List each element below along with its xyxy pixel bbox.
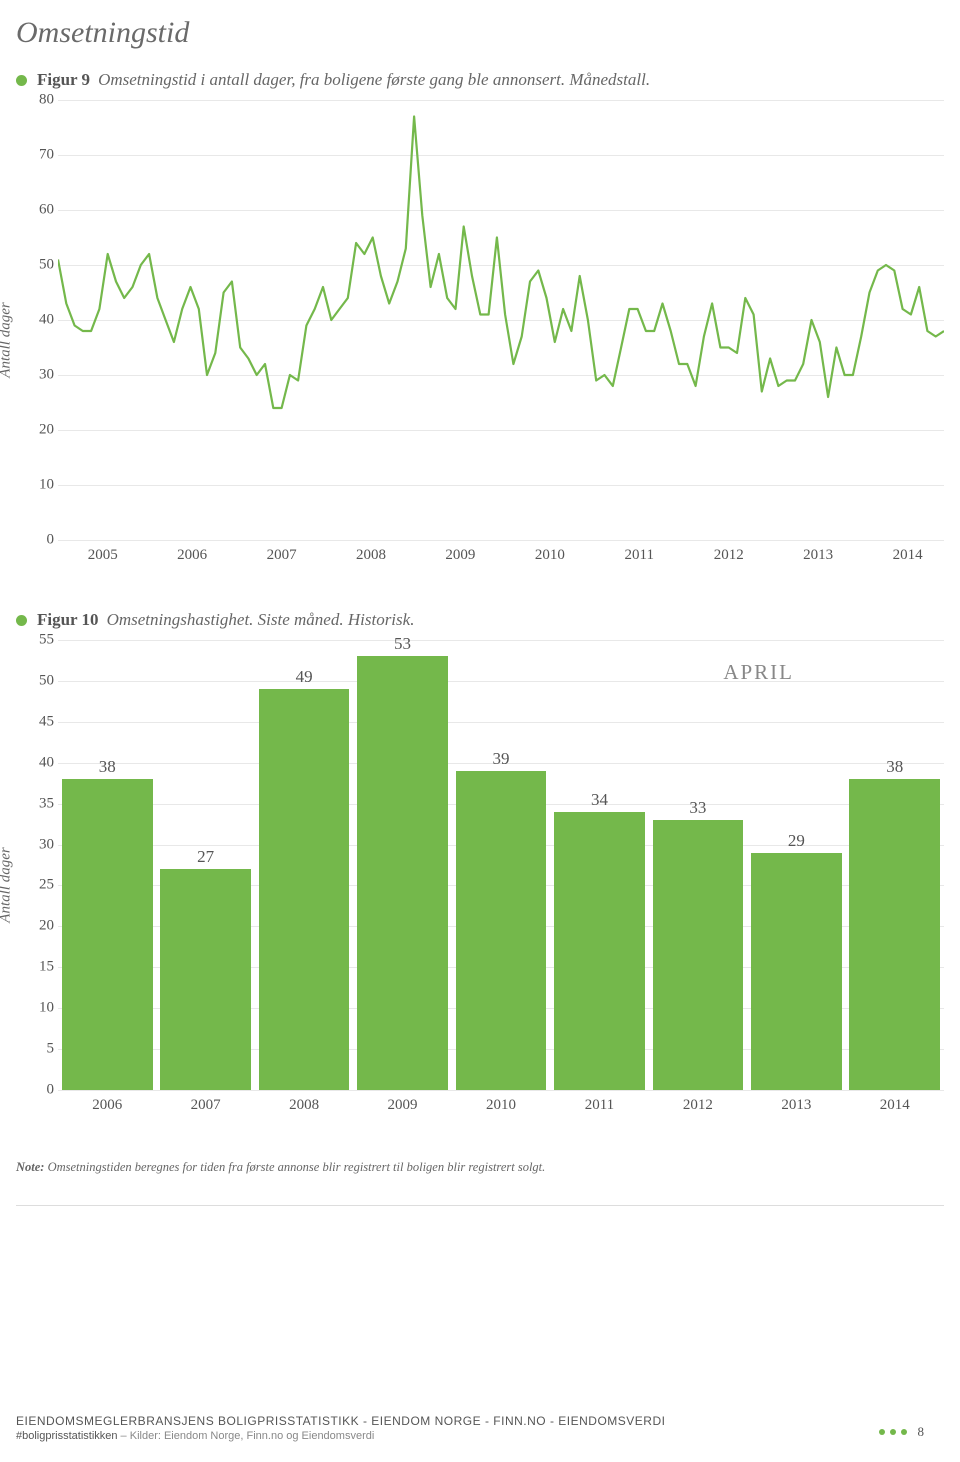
ytick: 10	[24, 1000, 54, 1017]
bar-value-label: 53	[357, 634, 448, 654]
xtick: 2007	[191, 1097, 221, 1114]
footer: EIENDOMSMEGLERBRANSJENS BOLIGPRISSTATIST…	[16, 1414, 944, 1442]
note: Note: Omsetningstiden beregnes for tiden…	[16, 1160, 944, 1175]
xtick: 2011	[585, 1097, 614, 1114]
ytick: 80	[24, 92, 54, 109]
bar: 38	[849, 779, 940, 1090]
ytick: 0	[24, 1082, 54, 1099]
ytick: 50	[24, 672, 54, 689]
xtick: 2006	[177, 547, 207, 564]
footer-line2: #boligprisstatistikken – Kilder: Eiendom…	[16, 1430, 944, 1442]
figure10-label: Figur 10	[37, 610, 99, 630]
ytick: 30	[24, 367, 54, 384]
bar: 29	[751, 853, 842, 1090]
xtick: 2009	[388, 1097, 418, 1114]
divider	[16, 1205, 944, 1206]
xtick: 2008	[289, 1097, 319, 1114]
footer-line1: EIENDOMSMEGLERBRANSJENS BOLIGPRISSTATIST…	[16, 1414, 944, 1428]
ytick: 50	[24, 257, 54, 274]
xtick: 2013	[781, 1097, 811, 1114]
ytick: 35	[24, 795, 54, 812]
xtick: 2010	[535, 547, 565, 564]
bar-value-label: 39	[456, 749, 547, 769]
page-number: 8	[918, 1424, 925, 1440]
ytick: 10	[24, 477, 54, 494]
ytick: 20	[24, 422, 54, 439]
ytick: 55	[24, 632, 54, 649]
figure10-desc: Omsetningshastighet. Siste måned. Histor…	[107, 610, 415, 630]
bar-value-label: 33	[653, 798, 744, 818]
bar-value-label: 34	[554, 790, 645, 810]
line-series	[58, 100, 944, 540]
bullet-icon	[16, 615, 27, 626]
xtick: 2014	[880, 1097, 910, 1114]
xtick: 2010	[486, 1097, 516, 1114]
bar-value-label: 38	[62, 757, 153, 777]
figure10-caption: Figur 10 Omsetningshastighet. Siste måne…	[16, 610, 960, 630]
footer-sources: – Kilder: Eiendom Norge, Finn.no og Eien…	[118, 1430, 375, 1442]
bullet-icon	[16, 75, 27, 86]
bar-value-label: 29	[751, 831, 842, 851]
ytick: 5	[24, 1041, 54, 1058]
page-title: Omsetningstid	[16, 16, 960, 50]
dot-icon	[901, 1429, 907, 1435]
ytick: 45	[24, 713, 54, 730]
dot-icon	[890, 1429, 896, 1435]
xtick: 2011	[625, 547, 654, 564]
xtick: 2006	[92, 1097, 122, 1114]
ytick: 60	[24, 202, 54, 219]
bar-chart: Antall dager 051015202530354045505538274…	[24, 640, 944, 1130]
footer-hashtag: #boligprisstatistikken	[16, 1430, 118, 1442]
bar-chart-ylabel: Antall dager	[0, 847, 15, 922]
figure9-desc: Omsetningstid i antall dager, fra bolige…	[98, 70, 650, 90]
annotation-month: APRIL	[723, 660, 794, 685]
xtick: 2012	[683, 1097, 713, 1114]
bar: 38	[62, 779, 153, 1090]
ytick: 40	[24, 312, 54, 329]
bar: 34	[554, 812, 645, 1090]
gridline	[58, 1090, 944, 1091]
note-bold: Note:	[16, 1160, 44, 1174]
dot-icon	[879, 1429, 885, 1435]
gridline	[58, 540, 944, 541]
line-chart-ylabel: Antall dager	[0, 302, 15, 377]
xtick: 2014	[893, 547, 923, 564]
ytick: 0	[24, 532, 54, 549]
xtick: 2007	[267, 547, 297, 564]
xtick: 2013	[803, 547, 833, 564]
ytick: 40	[24, 754, 54, 771]
figure9-caption: Figur 9 Omsetningstid i antall dager, fr…	[16, 70, 960, 90]
bar: 33	[653, 820, 744, 1090]
footer-dots: 8	[879, 1424, 925, 1440]
xtick: 2005	[88, 547, 118, 564]
ytick: 15	[24, 959, 54, 976]
bar: 53	[357, 656, 448, 1090]
ytick: 20	[24, 918, 54, 935]
note-text: Omsetningstiden beregnes for tiden fra f…	[44, 1160, 545, 1174]
figure9-label: Figur 9	[37, 70, 90, 90]
ytick: 30	[24, 836, 54, 853]
line-chart: Antall dager 010203040506070802005200620…	[24, 100, 944, 580]
xtick: 2012	[714, 547, 744, 564]
bar-value-label: 38	[849, 757, 940, 777]
xtick: 2008	[356, 547, 386, 564]
bar-value-label: 49	[259, 667, 350, 687]
ytick: 25	[24, 877, 54, 894]
xtick: 2009	[445, 547, 475, 564]
bar: 27	[160, 869, 251, 1090]
ytick: 70	[24, 147, 54, 164]
bar: 39	[456, 771, 547, 1090]
bar: 49	[259, 689, 350, 1090]
bar-value-label: 27	[160, 847, 251, 867]
